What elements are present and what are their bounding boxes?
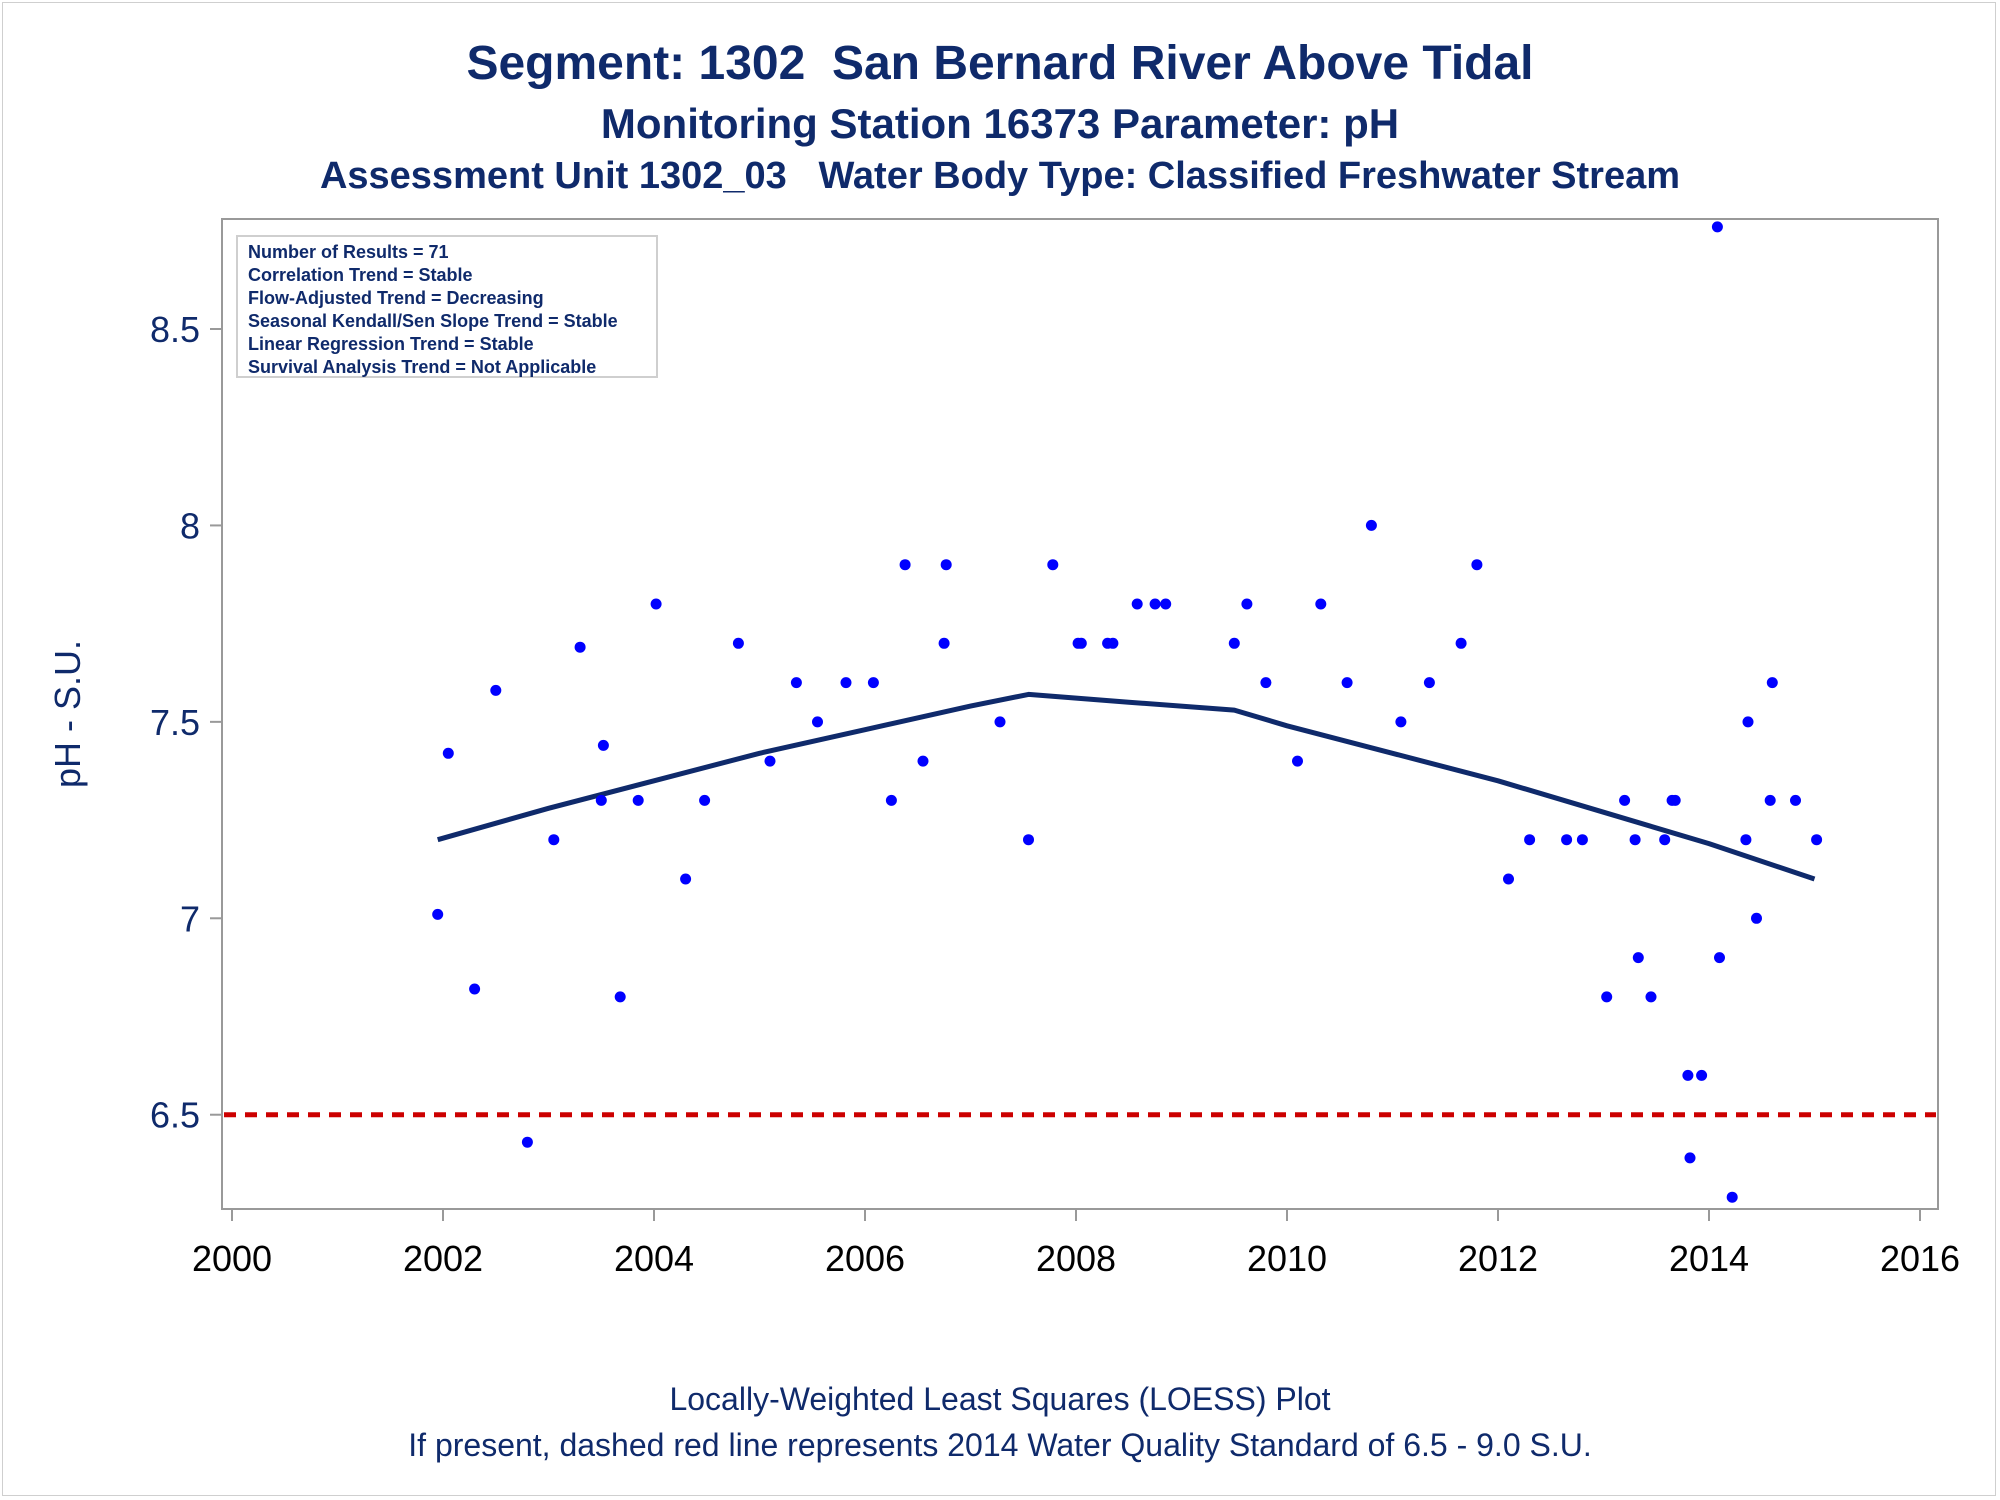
data-point	[1714, 952, 1725, 964]
data-point	[1751, 912, 1762, 924]
chart-subtitle-assessment: Assessment Unit 1302_03 Water Body Type:…	[319, 155, 1681, 197]
data-point	[650, 598, 662, 610]
data-point	[885, 794, 897, 806]
data-point	[469, 983, 481, 995]
data-point	[1742, 716, 1754, 728]
x-tick-label: 2016	[1880, 1238, 1960, 1279]
data-point	[1047, 559, 1059, 571]
stat-flow-adjusted-trend: Flow-Adjusted Trend = Decreasing	[248, 288, 544, 308]
stat-correlation-trend: Correlation Trend = Stable	[248, 265, 473, 285]
chart-title: Segment: 1302 San Bernard River Above Ti…	[466, 37, 1534, 90]
data-point	[1659, 834, 1671, 846]
data-point	[1669, 794, 1681, 806]
x-tick-label: 2012	[1458, 1238, 1538, 1279]
data-point	[1341, 677, 1353, 689]
stat-seasonal-kendall-trend: Seasonal Kendall/Sen Slope Trend = Stabl…	[248, 311, 618, 331]
data-point	[1365, 519, 1377, 531]
y-tick-label: 7	[180, 898, 200, 939]
y-axis-label: pH - S.U.	[47, 640, 88, 788]
y-tick-label: 8	[180, 505, 200, 546]
data-point	[1107, 637, 1119, 649]
data-point	[1790, 794, 1801, 806]
data-point	[1645, 991, 1657, 1003]
loess-curve	[437, 691, 1816, 882]
y-tick-label: 6.5	[150, 1095, 200, 1136]
data-point	[1684, 1152, 1696, 1164]
x-tick-label: 2010	[1247, 1238, 1327, 1279]
data-point	[1503, 873, 1514, 885]
x-tick-label: 2014	[1669, 1238, 1749, 1279]
footnote-loess: Locally-Weighted Least Squares (LOESS) P…	[669, 1381, 1331, 1417]
data-point	[812, 716, 823, 728]
data-point	[1395, 716, 1407, 728]
data-point	[1292, 755, 1303, 767]
data-point	[1023, 834, 1034, 846]
data-point	[1696, 1069, 1708, 1081]
data-point	[442, 747, 454, 759]
data-point	[1629, 834, 1641, 846]
data-point	[940, 559, 952, 571]
data-point	[680, 873, 692, 885]
chart-subtitle-station: Monitoring Station 16373 Parameter: pH	[600, 100, 1400, 147]
stat-number-of-results: Number of Results = 71	[248, 242, 449, 262]
data-point	[1601, 991, 1613, 1003]
data-point	[1471, 559, 1483, 571]
data-point	[699, 794, 711, 806]
data-point	[614, 991, 626, 1003]
data-point	[1241, 598, 1253, 610]
data-point	[1423, 677, 1435, 689]
data-point	[764, 755, 776, 767]
data-point	[1632, 952, 1644, 964]
data-point	[1075, 637, 1087, 649]
data-point	[1682, 1069, 1694, 1081]
data-point	[595, 794, 607, 806]
data-point	[574, 641, 586, 653]
trend-stats-box: Number of Results = 71 Correlation Trend…	[236, 235, 658, 378]
stat-linear-regression-trend: Linear Regression Trend = Stable	[248, 334, 534, 354]
data-point	[1524, 834, 1536, 846]
data-point	[790, 677, 802, 689]
data-point	[1740, 834, 1752, 846]
data-point	[899, 559, 911, 571]
data-point	[1260, 677, 1272, 689]
data-point	[1315, 598, 1327, 610]
x-tick-label: 2008	[1036, 1238, 1116, 1279]
stat-survival-analysis-trend: Survival Analysis Trend = Not Applicable	[248, 357, 597, 377]
x-tick-label: 2000	[192, 1238, 272, 1279]
data-point	[1228, 637, 1240, 649]
data-point	[597, 739, 609, 751]
data-point	[1766, 677, 1778, 689]
data-point	[490, 684, 502, 696]
data-point	[994, 716, 1006, 728]
data-point	[1149, 598, 1161, 610]
data-point	[632, 794, 644, 806]
data-point	[1811, 834, 1823, 846]
data-point	[1764, 794, 1776, 806]
data-point	[1726, 1191, 1738, 1203]
x-tick-label: 2006	[825, 1238, 905, 1279]
y-tick-label: 8.5	[150, 309, 200, 350]
x-tick-label: 2004	[614, 1238, 694, 1279]
data-point	[1131, 598, 1143, 610]
data-point	[1561, 834, 1573, 846]
data-point	[938, 637, 950, 649]
data-point	[917, 755, 929, 767]
data-point	[732, 637, 744, 649]
data-point	[840, 677, 852, 689]
x-tick-label: 2002	[403, 1238, 483, 1279]
data-point	[1711, 221, 1723, 233]
data-point	[1619, 794, 1631, 806]
data-point	[548, 834, 560, 846]
footnote-standard: If present, dashed red line represents 2…	[408, 1427, 1592, 1463]
plot-area-frame	[221, 218, 1939, 1210]
data-point	[521, 1136, 533, 1148]
data-point	[432, 908, 444, 920]
data-point	[1576, 834, 1588, 846]
data-point	[867, 677, 879, 689]
data-point	[1160, 598, 1172, 610]
y-tick-label: 7.5	[150, 702, 200, 743]
data-point	[1455, 637, 1467, 649]
